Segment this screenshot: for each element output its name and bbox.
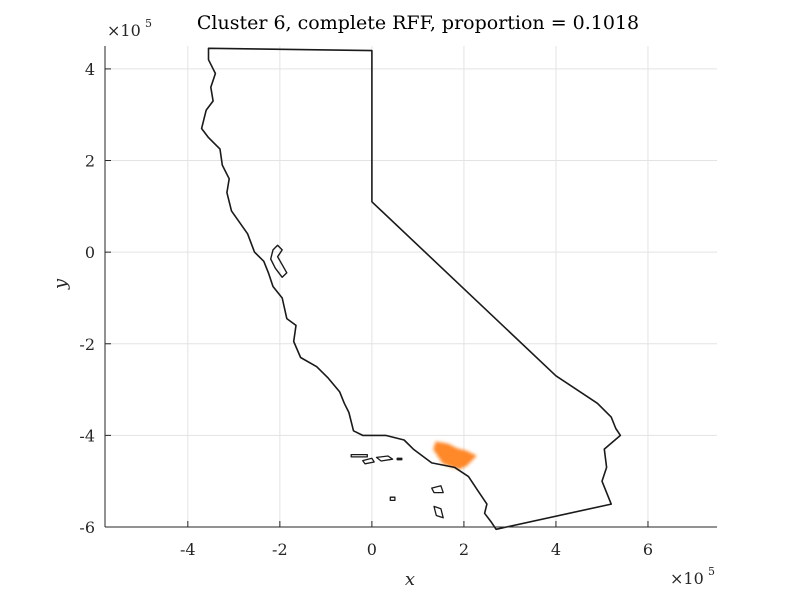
- x-axis-label: x: [405, 569, 415, 590]
- island-outline: [396, 457, 403, 461]
- y-tick-label: -6: [79, 518, 95, 537]
- bay-outline: [270, 244, 288, 278]
- x-tick-label: 4: [551, 540, 561, 559]
- x-multiplier-exponent: 5: [708, 565, 715, 578]
- y-axis-multiplier: ×10 5: [107, 17, 152, 40]
- x-tick-label: -4: [180, 540, 196, 559]
- tick-labels: -4 -2 0 2 4 6 -6 -4 -2 0 2 4: [79, 60, 653, 559]
- highlighted-cluster-region: [433, 441, 477, 470]
- state-outline: [200, 47, 622, 531]
- x-tick-label: 2: [459, 540, 469, 559]
- x-tick-label: 0: [367, 540, 377, 559]
- y-multiplier-base: ×10: [107, 21, 141, 40]
- x-multiplier-base: ×10: [670, 569, 704, 588]
- y-tick-label: 4: [85, 60, 95, 79]
- x-axis-multiplier: ×10 5: [670, 565, 715, 588]
- y-axis-label: y: [50, 278, 71, 290]
- x-tick-label: 6: [643, 540, 653, 559]
- x-tick-label: -2: [272, 540, 288, 559]
- chart-title: Cluster 6, complete RFF, proportion = 0.…: [197, 12, 639, 34]
- island-outline: [362, 457, 375, 465]
- island-outline: [433, 505, 444, 519]
- y-tick-label: 2: [85, 152, 95, 171]
- island-outline: [350, 453, 368, 458]
- island-outline: [389, 496, 396, 502]
- y-tick-label: -2: [79, 335, 95, 354]
- y-tick-label: 0: [85, 243, 95, 262]
- y-tick-label: -4: [79, 426, 95, 445]
- axes: [104, 46, 717, 528]
- map-marks: [200, 47, 622, 531]
- y-multiplier-exponent: 5: [145, 17, 152, 30]
- island-outline: [431, 485, 444, 494]
- island-outline: [375, 455, 394, 462]
